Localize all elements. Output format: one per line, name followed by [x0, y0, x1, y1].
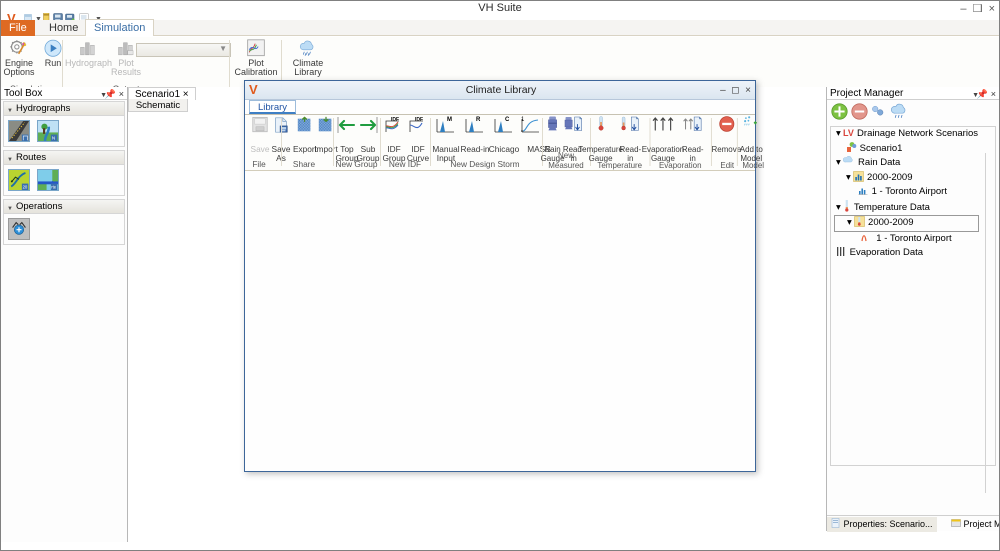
svg-text:C: C — [505, 117, 510, 123]
svg-text:20: 20 — [23, 185, 28, 190]
svg-text:rte: rte — [51, 185, 57, 190]
svg-text:N: N — [52, 136, 55, 141]
svg-text:M: M — [447, 117, 452, 123]
svg-text:1: 1 — [521, 117, 525, 123]
svg-text:IDF: IDF — [415, 117, 423, 123]
svg-text:R: R — [476, 117, 481, 123]
svg-text:LV: LV — [843, 128, 854, 138]
